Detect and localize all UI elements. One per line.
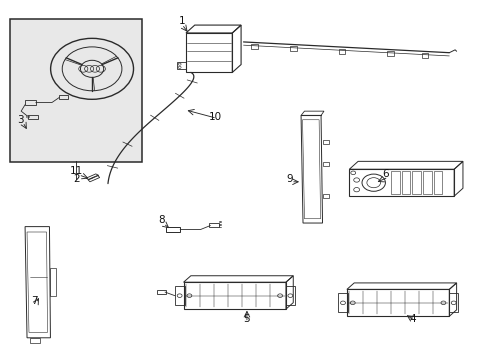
Bar xyxy=(433,171,442,194)
Bar xyxy=(166,227,180,232)
Text: 5: 5 xyxy=(243,314,250,324)
Text: 3: 3 xyxy=(17,114,23,125)
Bar xyxy=(209,223,219,227)
Bar xyxy=(50,268,56,296)
Bar xyxy=(337,293,347,312)
Bar xyxy=(322,140,328,144)
Bar xyxy=(27,115,38,119)
Bar xyxy=(390,171,399,194)
Bar xyxy=(157,290,165,294)
Bar xyxy=(421,53,427,58)
Bar xyxy=(59,95,68,99)
Text: 7: 7 xyxy=(31,296,38,306)
Bar xyxy=(322,194,328,198)
Bar xyxy=(401,171,409,194)
Text: 6: 6 xyxy=(382,169,388,179)
Bar xyxy=(322,162,328,166)
Bar xyxy=(30,338,40,343)
Bar xyxy=(250,44,257,49)
Text: 11: 11 xyxy=(69,166,83,176)
Text: 9: 9 xyxy=(285,174,292,184)
Bar xyxy=(289,46,296,51)
Bar xyxy=(422,171,431,194)
Text: 8: 8 xyxy=(158,215,164,225)
Bar xyxy=(338,49,345,54)
FancyBboxPatch shape xyxy=(10,19,142,162)
Bar xyxy=(25,100,36,105)
Bar xyxy=(386,51,393,56)
Text: 1: 1 xyxy=(178,16,185,26)
Bar xyxy=(177,62,185,69)
Bar xyxy=(174,286,184,305)
Bar xyxy=(285,286,294,305)
Text: 2: 2 xyxy=(73,174,80,184)
Text: 4: 4 xyxy=(408,314,415,324)
Text: 10: 10 xyxy=(208,112,222,122)
Bar xyxy=(411,171,420,194)
Bar xyxy=(448,293,457,312)
